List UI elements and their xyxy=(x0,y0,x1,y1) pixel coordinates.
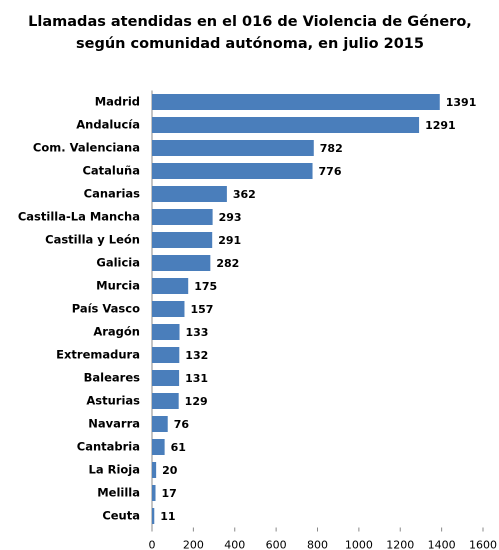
x-tick-label: 200 xyxy=(183,539,204,550)
value-label: 1291 xyxy=(425,119,456,132)
y-tick-label: Com. Valenciana xyxy=(33,141,140,155)
bar xyxy=(152,347,180,363)
x-tick-label: 400 xyxy=(224,539,245,550)
value-label: 782 xyxy=(320,142,343,155)
x-tick-label: 0 xyxy=(149,539,156,550)
chart-title: según comunidad autónoma, en julio 2015 xyxy=(76,36,424,52)
value-label: 129 xyxy=(185,395,208,408)
value-label: 131 xyxy=(185,372,208,385)
y-tick-label: Andalucía xyxy=(76,118,140,132)
value-label: 282 xyxy=(216,257,239,270)
value-label: 291 xyxy=(218,234,241,247)
y-tick-label: Extremadura xyxy=(56,348,140,362)
bar xyxy=(152,209,213,225)
value-label: 293 xyxy=(219,211,242,224)
value-label: 76 xyxy=(174,418,190,431)
y-tick-label: Cataluña xyxy=(82,164,140,178)
y-tick-label: Melilla xyxy=(97,486,140,500)
y-tick-label: Aragón xyxy=(93,325,140,339)
bar xyxy=(152,439,165,455)
bar xyxy=(152,416,168,432)
value-label: 157 xyxy=(190,303,213,316)
y-tick-label: La Rioja xyxy=(89,463,141,477)
value-label: 776 xyxy=(319,165,342,178)
y-tick-label: Murcia xyxy=(96,279,140,293)
y-tick-label: Castilla y León xyxy=(45,233,140,247)
x-tick-label: 1200 xyxy=(386,539,414,550)
value-label: 11 xyxy=(160,510,175,523)
value-label: 1391 xyxy=(446,96,477,109)
bar xyxy=(152,462,157,478)
value-label: 17 xyxy=(162,487,177,500)
bar xyxy=(152,163,313,179)
bar xyxy=(152,232,213,248)
bar xyxy=(152,140,314,156)
value-label: 61 xyxy=(171,441,186,454)
bar xyxy=(152,94,440,110)
x-tick-label: 600 xyxy=(266,539,287,550)
y-tick-label: Cantabria xyxy=(77,440,140,454)
y-tick-label: Navarra xyxy=(88,417,140,431)
bar xyxy=(152,117,420,133)
y-tick-label: Ceuta xyxy=(102,509,140,523)
bar xyxy=(152,508,155,524)
y-tick-label: País Vasco xyxy=(72,302,140,316)
x-tick-label: 1400 xyxy=(428,539,456,550)
x-tick-label: 800 xyxy=(307,539,328,550)
value-label: 20 xyxy=(162,464,178,477)
chart-title: Llamadas atendidas en el 016 de Violenci… xyxy=(28,14,472,30)
bar xyxy=(152,393,179,409)
bar xyxy=(152,370,180,386)
x-tick-label: 1000 xyxy=(345,539,373,550)
y-tick-label: Baleares xyxy=(84,371,140,385)
bar xyxy=(152,301,185,317)
value-label: 132 xyxy=(185,349,208,362)
value-label: 133 xyxy=(186,326,209,339)
y-tick-label: Galicia xyxy=(96,256,140,270)
bar xyxy=(152,186,227,202)
y-tick-label: Castilla-La Mancha xyxy=(18,210,140,224)
y-tick-label: Asturias xyxy=(86,394,140,408)
y-tick-label: Madrid xyxy=(95,95,140,109)
bar xyxy=(152,255,211,271)
y-tick-label: Canarias xyxy=(84,187,141,201)
bar xyxy=(152,324,180,340)
value-label: 175 xyxy=(194,280,217,293)
bar xyxy=(152,485,156,501)
bar xyxy=(152,278,189,294)
x-tick-label: 1600 xyxy=(469,539,497,550)
value-label: 362 xyxy=(233,188,256,201)
